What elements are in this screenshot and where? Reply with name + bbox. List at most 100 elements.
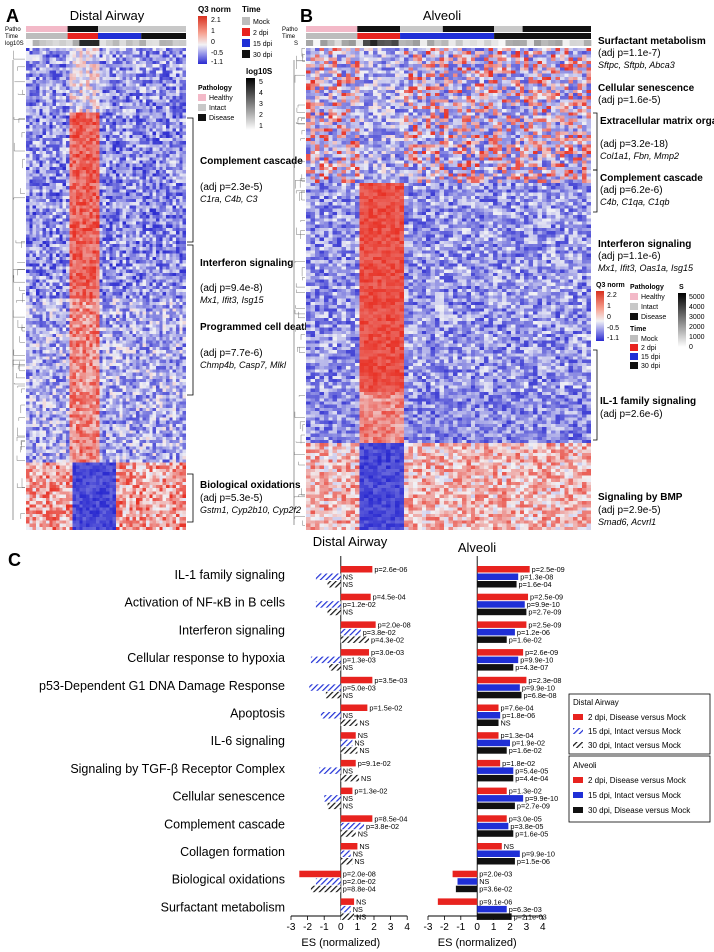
row-dendrogram — [12, 50, 25, 520]
bar-label: p=3.0e-05 — [509, 814, 542, 823]
bar — [299, 870, 341, 878]
bar — [340, 636, 370, 643]
bar-label: NS — [353, 905, 363, 914]
log10s-cell — [126, 40, 133, 46]
legend-distal-airway: Distal Airway 2 dpi, Disease versus Mock… — [568, 693, 711, 755]
category-label: Surfactant metabolism — [161, 900, 285, 914]
bar-label: p=1.6e-05 — [515, 829, 548, 838]
legend-item: 15 dpi — [641, 354, 661, 361]
bar-label: p=2.0e-08 — [378, 620, 411, 629]
annotation-pvalue: (adj p=9.4e-8) — [200, 283, 263, 294]
s-cell — [462, 40, 471, 46]
swatch — [198, 104, 206, 111]
swatch — [242, 39, 250, 47]
annotation-biological-oxidations: Biological oxidations (adj p=5.3e-5) Gst… — [200, 480, 301, 515]
annotation-programmed-cell-death: Programmed cell death (adj p=7.7e-6) Chm… — [200, 322, 311, 370]
tick-label: 0 — [211, 39, 215, 46]
bar — [315, 573, 341, 580]
bracket — [187, 473, 194, 523]
legend-pathology: Pathology Healthy Intact Disease — [198, 85, 234, 122]
patho-intact — [494, 26, 523, 32]
bar-label: NS — [343, 580, 353, 589]
bar-chart-alveoli: -3 -2 -1 0 1 2 3 4ES (normalized)p=2.5e-09p=1.3… — [424, 556, 565, 949]
time-15dpi — [98, 33, 142, 39]
swatch — [573, 728, 583, 734]
category-label: Collagen formation — [180, 845, 285, 859]
log10s-cell — [72, 40, 80, 46]
log10s-cell — [26, 40, 33, 46]
legend-title: Pathology — [630, 284, 664, 291]
panel-b-title: Alveoli — [423, 8, 461, 23]
s-cell — [412, 40, 421, 46]
patho-healthy — [306, 26, 358, 32]
legend-time: Time Mock 2 dpi 15 dpi 30 dpi — [630, 326, 661, 370]
swatch — [630, 313, 638, 320]
annotation-pvalue: (adj p=1.6e-5) — [598, 95, 661, 106]
time-mock — [26, 33, 68, 39]
swatch — [198, 114, 206, 121]
s-cell — [341, 40, 350, 46]
log10s-cell — [32, 40, 40, 46]
annotation-cellular-senescence: Cellular senescence (adj p=1.6e-5) — [598, 83, 695, 106]
bar — [320, 712, 341, 719]
bar — [340, 858, 353, 865]
legend-s: S 5000 4000 3000 2000 1000 0 — [678, 284, 705, 351]
log10s-cell — [152, 40, 160, 46]
bar-label: NS — [343, 711, 353, 720]
s-cell — [555, 40, 563, 46]
tick-label: -0.5 — [607, 325, 619, 332]
row-label-patho: Patho — [282, 27, 298, 33]
legend-title: Alveoli — [573, 761, 597, 770]
swatch — [242, 50, 250, 58]
annotation-pvalue: (adj p=6.2e-6) — [600, 185, 663, 196]
tick-label: -0.5 — [211, 50, 223, 57]
bar — [477, 850, 520, 857]
s-cell — [313, 40, 321, 46]
s-cell — [548, 40, 556, 46]
bar — [319, 767, 341, 774]
patho-disease — [67, 26, 98, 32]
x-tick-label: -2 — [440, 922, 449, 933]
bar-label: p=1.3e-03 — [343, 656, 376, 665]
category-label: Complement cascade — [164, 817, 285, 831]
x-tick-label: 3 — [388, 922, 394, 933]
bar-label: p=2.5e-09 — [532, 565, 565, 574]
x-tick-label: 0 — [474, 922, 480, 933]
bar-label: NS — [501, 719, 511, 728]
bar-label: p=1.8e-02 — [502, 759, 535, 768]
bar — [477, 822, 509, 830]
time-30dpi — [494, 33, 591, 39]
x-axis-label: ES (normalized) — [301, 937, 380, 949]
legend-item: Healthy — [641, 294, 665, 301]
grey-scale — [246, 78, 255, 130]
s-cell — [391, 40, 399, 46]
bar — [452, 870, 478, 878]
bar — [477, 774, 514, 782]
row-label-time: Time — [5, 34, 19, 40]
bar-label: NS — [361, 774, 371, 783]
row-label-log10s: log10S — [5, 41, 24, 47]
log10s-cell — [106, 40, 113, 46]
x-tick-label: 1 — [355, 922, 361, 933]
swatch — [573, 777, 583, 783]
cluster-brackets — [593, 112, 598, 441]
bar — [309, 684, 341, 691]
chart-title-alveoli: Alveoli — [458, 540, 496, 555]
column-annotation-bars — [26, 26, 187, 46]
legend-title: Q3 norm — [596, 282, 625, 289]
tick-label: -1.1 — [211, 59, 223, 66]
bar-label: NS — [343, 766, 353, 775]
bar — [477, 608, 527, 616]
tick-label: 5000 — [689, 294, 705, 301]
tick-label: 2000 — [689, 324, 705, 331]
s-cell — [534, 40, 542, 46]
s-cell — [512, 40, 521, 46]
x-tick-label: 4 — [404, 922, 410, 933]
bar — [329, 664, 341, 671]
tick-label: 4000 — [689, 304, 705, 311]
heatmap-cells — [306, 48, 591, 530]
annotation-genes: Chmp4b, Casp7, Mlkl — [200, 360, 287, 370]
bar — [457, 878, 478, 885]
bar — [340, 704, 368, 711]
